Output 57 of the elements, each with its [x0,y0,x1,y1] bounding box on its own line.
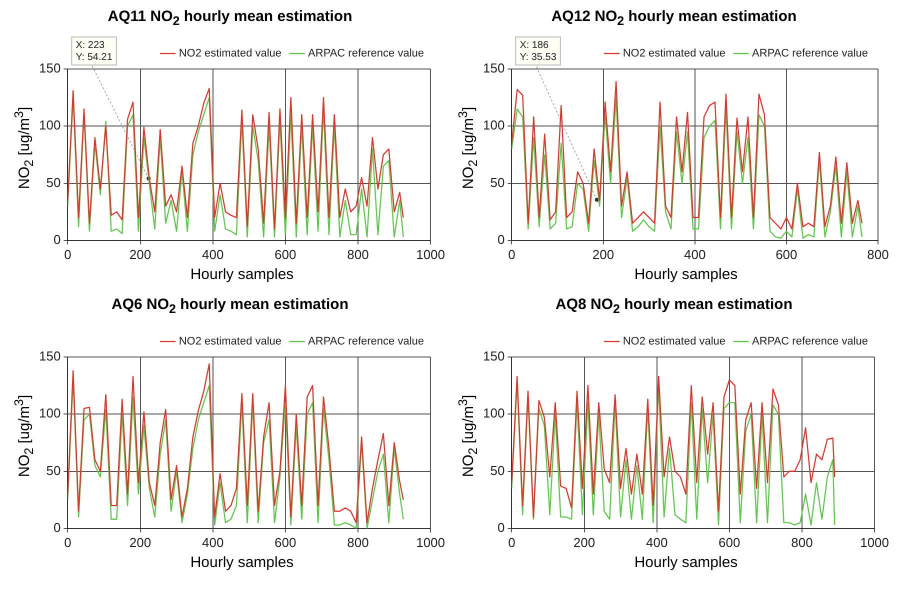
legend-label: NO2 estimated value [622,48,726,60]
x-tick-label: 400 [646,534,668,550]
y-tick-label: 0 [497,232,505,247]
x-axis-title: Hourly samples [633,554,738,573]
legend-label: ARPAC reference value [308,336,424,348]
x-tick-label: 1000 [860,534,889,550]
x-tick-label: 800 [347,534,369,550]
x-tick-label: 600 [776,246,798,262]
legend-label: NO2 estimated value [178,48,282,60]
annotation: X: 186 Y: 35.53 [520,40,557,63]
y-tick-label: 50 [490,462,505,478]
x-tick-label: 1000 [416,534,445,550]
x-tick-label: 0 [508,246,516,262]
x-tick-label: 0 [64,246,72,262]
x-tick-label: 600 [274,534,296,550]
x-tick-label: 200 [129,246,152,262]
y-tick-label: 150 [38,60,61,76]
x-axis-title: Hourly samples [189,266,294,285]
chart-title: AQ8 NO$_{2}$ hourly mean estimation [555,296,792,318]
x-tick-label: 200 [129,534,152,550]
y-tick-label: 0 [497,520,505,535]
x-tick-label: 600 [718,534,740,550]
legend-label: ARPAC reference value [752,48,868,60]
y-tick-label: 50 [490,174,505,190]
y-tick-label: 0 [53,520,61,535]
chart-title: AQ6 NO$_{2}$ hourly mean estimation [111,296,348,318]
y-tick-label: 50 [46,462,61,478]
y-tick-label: 100 [38,406,61,421]
x-axis-title: Hourly samples [189,554,294,573]
y-tick-label: 100 [482,406,505,421]
x-tick-label: 800 [347,246,369,262]
x-tick-label: 0 [64,534,72,550]
legend-label: NO2 estimated value [178,336,282,348]
y-tick-label: 150 [482,60,505,76]
x-tick-label: 400 [202,534,224,550]
y-tick-label: 100 [482,118,505,133]
x-axis-title: Hourly samples [633,266,738,285]
y-tick-label: 0 [53,232,61,247]
x-tick-label: 600 [274,246,296,262]
x-tick-label: 400 [684,246,706,262]
legend-label: ARPAC reference value [752,336,868,348]
chart-title: AQ11 NO$_{2}$ hourly mean estimation [108,8,352,30]
x-tick-label: 800 [867,246,889,262]
x-tick-label: 400 [202,246,224,262]
y-tick-label: 100 [38,118,61,133]
x-tick-label: 800 [791,534,813,550]
y-tick-label: 50 [46,174,61,190]
annotation: X: 223 Y: 54.21 [76,40,113,63]
legend-label: ARPAC reference value [308,48,424,60]
chart-title: AQ12 NO$_{2}$ hourly mean estimation [551,8,797,30]
x-tick-label: 1000 [416,246,445,262]
y-tick-label: 150 [38,348,61,364]
x-tick-label: 200 [592,246,614,262]
x-tick-label: 0 [508,534,516,550]
legend-label: NO2 estimated value [622,336,726,348]
y-tick-label: 150 [482,348,505,364]
x-tick-label: 200 [573,534,596,550]
